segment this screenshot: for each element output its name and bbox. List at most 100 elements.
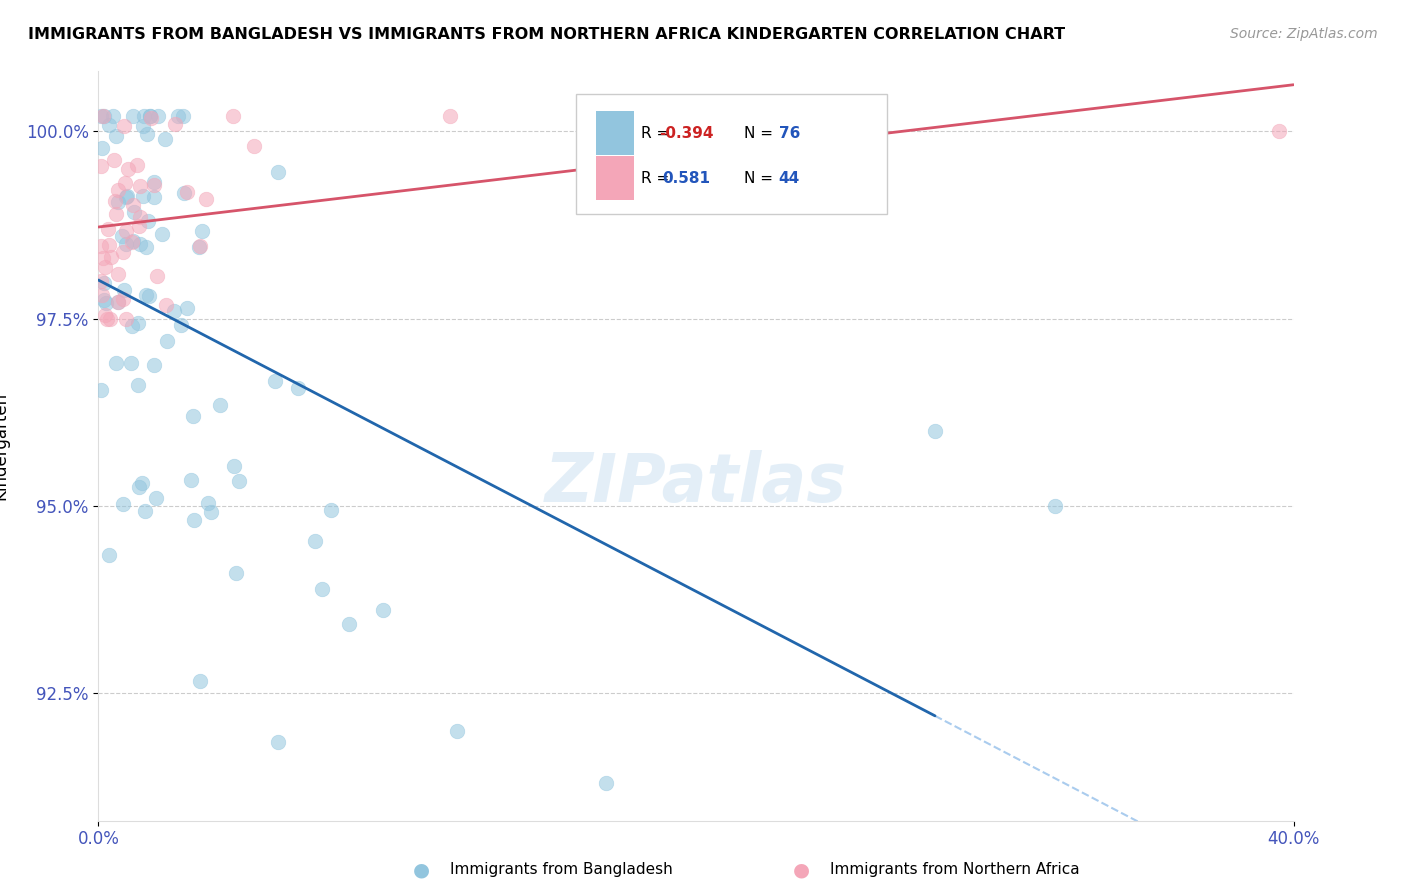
Point — [266, 165, 288, 179]
Point — [224, 459, 246, 474]
Point — [112, 119, 135, 133]
Point — [1043, 499, 1066, 513]
Point — [115, 311, 138, 326]
Point — [91, 109, 114, 123]
Point — [107, 268, 129, 282]
Point — [131, 475, 153, 490]
Point — [93, 109, 115, 123]
Point — [115, 223, 138, 237]
Text: 44: 44 — [779, 171, 800, 186]
Point — [107, 295, 129, 310]
Point — [200, 505, 222, 519]
Point — [228, 474, 250, 488]
Text: R =: R = — [641, 171, 669, 186]
Point — [304, 534, 326, 549]
Point — [115, 190, 138, 204]
Point — [127, 316, 149, 330]
Point — [132, 119, 155, 133]
Point — [94, 296, 117, 310]
Point — [183, 513, 205, 527]
Point — [127, 378, 149, 392]
Point — [93, 293, 115, 308]
Text: Immigrants from Bangladesh: Immigrants from Bangladesh — [450, 863, 672, 877]
Point — [267, 735, 290, 749]
Point — [191, 224, 214, 238]
Point — [93, 276, 115, 290]
Point — [595, 776, 617, 790]
Point — [195, 192, 218, 206]
Point — [209, 398, 232, 412]
Point — [139, 109, 162, 123]
Point — [155, 132, 177, 146]
Point — [173, 186, 195, 200]
Point — [142, 178, 165, 192]
Point — [319, 503, 342, 517]
Point — [104, 207, 127, 221]
Y-axis label: Kindergarten: Kindergarten — [0, 392, 8, 500]
Point — [181, 409, 204, 424]
Point — [97, 222, 120, 236]
Point — [91, 141, 114, 155]
Point — [100, 311, 122, 326]
Point — [162, 303, 184, 318]
Text: Source: ZipAtlas.com: Source: ZipAtlas.com — [1230, 27, 1378, 41]
Point — [170, 318, 193, 333]
Point — [111, 292, 134, 306]
Point — [221, 109, 243, 123]
Point — [139, 109, 162, 123]
Point — [90, 109, 112, 123]
Point — [150, 227, 173, 241]
Point — [125, 158, 148, 172]
Point — [105, 128, 128, 143]
Point — [129, 210, 152, 224]
Point — [111, 245, 134, 260]
Point — [135, 240, 157, 254]
Point — [129, 178, 152, 193]
Point — [132, 189, 155, 203]
Point — [167, 109, 190, 123]
Point — [176, 185, 198, 199]
FancyBboxPatch shape — [596, 156, 634, 200]
Point — [120, 356, 142, 370]
Point — [90, 288, 112, 302]
Point — [97, 548, 120, 562]
Point — [311, 582, 333, 597]
Point — [111, 228, 134, 243]
Point — [165, 117, 187, 131]
Point — [142, 359, 165, 373]
Point — [121, 318, 143, 333]
Point — [134, 504, 156, 518]
Point — [197, 496, 219, 510]
Point — [128, 480, 150, 494]
Point — [337, 617, 360, 632]
Point — [90, 274, 112, 288]
Point — [146, 268, 169, 283]
Text: N =: N = — [744, 126, 773, 141]
Point — [136, 214, 159, 228]
Point — [90, 238, 112, 252]
Point — [135, 288, 157, 302]
Point — [264, 374, 287, 388]
Text: R =: R = — [641, 126, 669, 141]
Point — [439, 109, 461, 123]
Point — [924, 424, 946, 438]
Point — [94, 308, 117, 322]
Text: ●: ● — [793, 860, 810, 880]
Text: ●: ● — [413, 860, 430, 880]
Text: ZIPatlas: ZIPatlas — [546, 450, 846, 516]
Point — [115, 237, 138, 252]
Point — [176, 301, 198, 316]
Point — [287, 381, 309, 395]
Text: -0.394: -0.394 — [659, 126, 714, 141]
Point — [155, 298, 177, 312]
Point — [96, 311, 118, 326]
Point — [107, 194, 129, 209]
Point — [107, 294, 129, 309]
Point — [122, 234, 145, 248]
Point — [128, 219, 150, 234]
Point — [121, 235, 143, 249]
Point — [156, 334, 179, 348]
Point — [142, 190, 165, 204]
Point — [172, 109, 194, 123]
Point — [104, 356, 127, 370]
